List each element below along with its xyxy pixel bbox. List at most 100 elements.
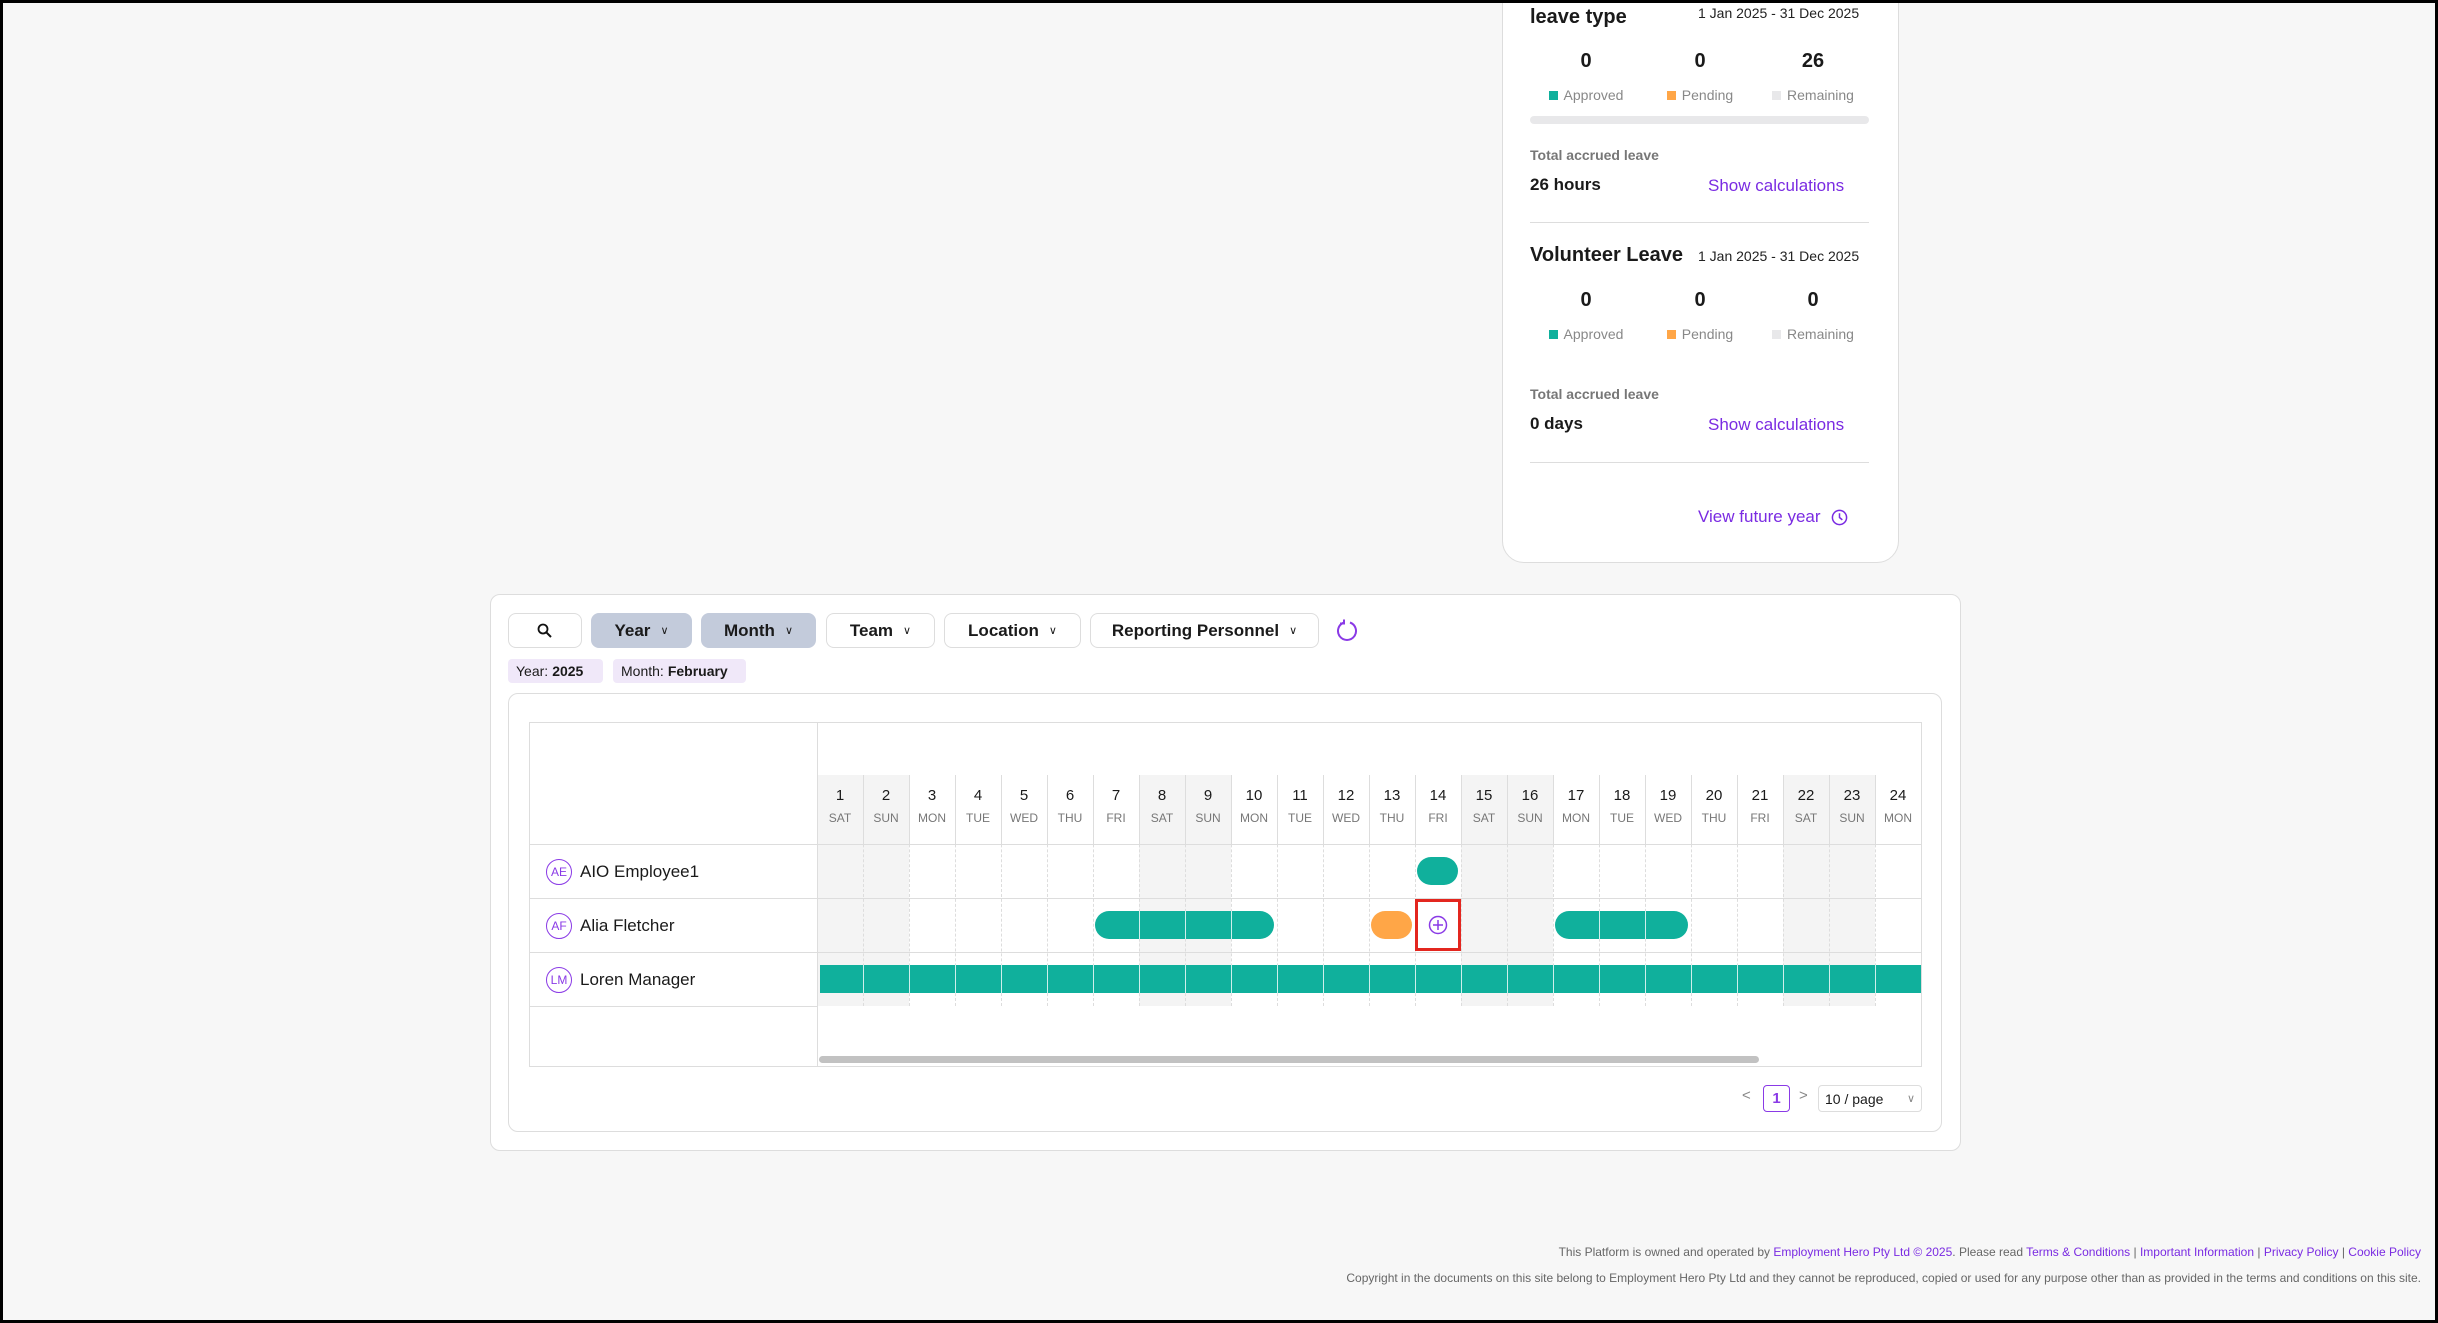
day-header-cell [955, 775, 1001, 844]
pending-count: 0 [1694, 50, 1706, 72]
day-number: 21 [1751, 787, 1769, 804]
cookie-policy-link[interactable]: Cookie Policy [2348, 1245, 2421, 1259]
divider [1530, 222, 1869, 223]
day-number: 8 [1157, 787, 1167, 804]
day-separator [1139, 911, 1140, 939]
day-separator [1139, 965, 1140, 993]
day-weekday: MON [1562, 811, 1590, 825]
day-header-cell [863, 775, 909, 844]
next-page-button[interactable]: > [1799, 1087, 1808, 1104]
day-header-cell [1645, 775, 1691, 844]
page-1-button[interactable]: 1 [1763, 1085, 1790, 1112]
page-size-select[interactable]: 10 / page ∨ [1818, 1085, 1922, 1112]
employee-row[interactable]: LM Loren Manager [530, 952, 817, 1006]
day-number: 24 [1889, 787, 1907, 804]
clock-icon [1831, 509, 1847, 525]
day-weekday: WED [1332, 811, 1360, 825]
day-header-cell [1875, 775, 1921, 844]
legend-approved: Approved [1516, 87, 1656, 103]
day-weekday: WED [1654, 811, 1682, 825]
view-future-year-link[interactable]: View future year [1698, 507, 1848, 527]
day-weekday: SUN [1839, 811, 1865, 825]
company-link[interactable]: Employment Hero Pty Ltd © 2025 [1773, 1245, 1953, 1259]
day-separator [1645, 911, 1646, 939]
leave-bar-approved[interactable] [1555, 911, 1688, 939]
refresh-icon[interactable] [1335, 618, 1359, 644]
leave-period: 1 Jan 2025 - 31 Dec 2025 [1698, 5, 1860, 21]
day-header-cell [1553, 775, 1599, 844]
day-separator [1369, 965, 1370, 993]
day-separator [1599, 911, 1600, 939]
chevron-down-icon: ∨ [1048, 625, 1057, 637]
day-column [1691, 775, 1737, 1006]
day-separator [909, 965, 910, 993]
avatar: LM [546, 966, 572, 993]
approved-count: 0 [1580, 50, 1592, 72]
year-chip[interactable]: Year: 2025 [508, 659, 603, 683]
day-column [1231, 775, 1277, 1006]
legend-pending: Pending [1630, 326, 1770, 342]
month-filter[interactable]: Month ∨ [701, 613, 816, 648]
day-separator [1829, 965, 1830, 993]
day-header-cell [909, 775, 955, 844]
privacy-policy-link[interactable]: Privacy Policy [2263, 1245, 2339, 1259]
chevron-down-icon: ∨ [660, 625, 669, 637]
day-weekday: SAT [1150, 811, 1174, 825]
day-separator [1645, 965, 1646, 993]
day-weekday: FRI [1750, 811, 1770, 825]
search-button[interactable] [508, 613, 582, 648]
terms-link[interactable]: Terms & Conditions [2026, 1245, 2131, 1259]
day-number: 7 [1111, 787, 1121, 804]
day-separator [1875, 965, 1876, 993]
day-number: 15 [1475, 787, 1493, 804]
reporting-personnel-filter[interactable]: Reporting Personnel ∨ [1090, 613, 1319, 648]
month-chip[interactable]: Month: February [613, 659, 746, 683]
day-separator [1093, 965, 1094, 993]
horizontal-scrollbar[interactable] [819, 1056, 1759, 1063]
day-number: 2 [881, 787, 891, 804]
location-filter[interactable]: Location ∨ [944, 613, 1081, 648]
day-weekday: TUE [1288, 811, 1312, 825]
day-number: 9 [1203, 787, 1213, 804]
day-column [909, 775, 955, 1006]
day-weekday: SUN [1195, 811, 1221, 825]
day-header-cell [1369, 775, 1415, 844]
leave-bar-approved[interactable] [820, 965, 1921, 993]
day-column [1645, 775, 1691, 1006]
add-leave-button[interactable] [1415, 899, 1461, 951]
important-information-link[interactable]: Important Information [2139, 1245, 2255, 1259]
day-column [955, 775, 1001, 1006]
chevron-down-icon: ∨ [1906, 1093, 1915, 1105]
leave-bar-pending[interactable] [1371, 911, 1412, 939]
day-column [1047, 775, 1093, 1006]
day-separator [1185, 911, 1186, 939]
day-column [1415, 775, 1461, 1006]
day-number: 16 [1521, 787, 1539, 804]
day-column [1369, 775, 1415, 1006]
day-number: 4 [973, 787, 983, 804]
day-header-cell [1001, 775, 1047, 844]
day-separator [1461, 965, 1462, 993]
employee-row[interactable]: AE AIO Employee1 [530, 844, 817, 898]
day-header-cell [1231, 775, 1277, 844]
team-filter[interactable]: Team ∨ [826, 613, 935, 648]
day-separator [1185, 965, 1186, 993]
day-weekday: MON [1240, 811, 1268, 825]
legend-approved: Approved [1516, 326, 1656, 342]
leave-bar-approved[interactable] [1095, 911, 1274, 939]
day-separator [955, 965, 956, 993]
employee-row[interactable]: AF Alia Fletcher [530, 898, 817, 952]
prev-page-button[interactable]: < [1742, 1087, 1751, 1104]
leave-calendar-table: 1 SAT 2 SUN 3 MON 4 TUE 5 WED 6 THU 7 FRI 8 SAT 9 SUN 10 MO… [529, 722, 1922, 1067]
day-number: 19 [1659, 787, 1677, 804]
day-number: 1 [835, 787, 845, 804]
employee-name: Loren Manager [580, 969, 696, 989]
show-calculations-link[interactable]: Show calculations [1708, 415, 1845, 434]
day-separator [1507, 965, 1508, 993]
day-column [1737, 775, 1783, 1006]
day-header-cell [1507, 775, 1553, 844]
leave-bar-approved[interactable] [1417, 857, 1458, 885]
day-separator [1231, 965, 1232, 993]
show-calculations-link[interactable]: Show calculations [1708, 176, 1845, 195]
year-filter[interactable]: Year ∨ [591, 613, 692, 648]
